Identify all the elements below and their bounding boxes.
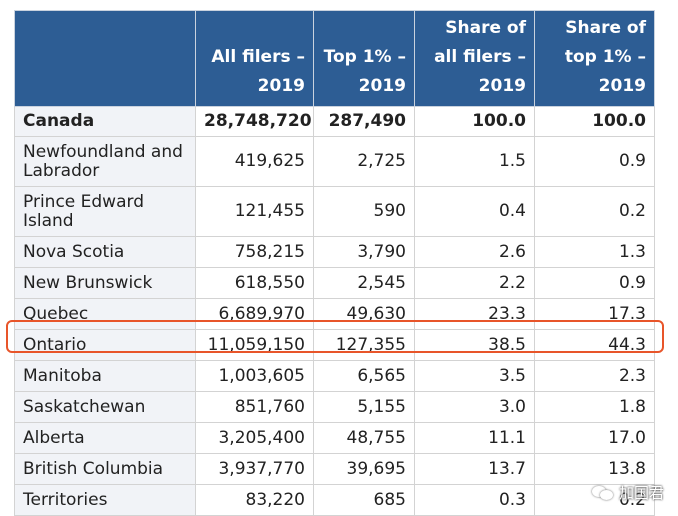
- share-top-value: 1.3: [534, 236, 655, 268]
- share-top-value: 17.3: [534, 298, 655, 330]
- header-top-1-percent: Top 1% – 2019: [313, 10, 415, 107]
- table-row: Prince Edward Island 121,455 590 0.4 0.2: [14, 186, 655, 237]
- header-blank: [14, 10, 196, 107]
- all-filers-value: 6,689,970: [195, 298, 314, 330]
- table-row: British Columbia 3,937,770 39,695 13.7 1…: [14, 453, 655, 485]
- share-top-value: 17.0: [534, 422, 655, 454]
- all-filers-value: 851,760: [195, 391, 314, 423]
- watermark: 加国君: [591, 482, 664, 503]
- top-1-percent-value: 5,155: [313, 391, 415, 423]
- share-top-value: 0.2: [534, 186, 655, 237]
- all-filers-value: 1,003,605: [195, 360, 314, 392]
- all-filers-value: 121,455: [195, 186, 314, 237]
- share-top-value: 13.8: [534, 453, 655, 485]
- share-all-value: 0.4: [414, 186, 535, 237]
- top-1-percent-value: 39,695: [313, 453, 415, 485]
- region-name: Canada: [14, 106, 196, 137]
- region-name: British Columbia: [14, 453, 196, 485]
- share-all-value: 100.0: [414, 106, 535, 137]
- table-row: Manitoba 1,003,605 6,565 3.5 2.3: [14, 360, 655, 392]
- table-row: Territories 83,220 685 0.3 0.2: [14, 484, 655, 516]
- table-row: Quebec 6,689,970 49,630 23.3 17.3: [14, 298, 655, 330]
- top-1-percent-value: 287,490: [313, 106, 415, 137]
- region-name: Saskatchewan: [14, 391, 196, 423]
- data-table-container: All filers – 2019 Top 1% – 2019 Share of…: [14, 10, 655, 516]
- share-all-value: 13.7: [414, 453, 535, 485]
- top-1-percent-value: 48,755: [313, 422, 415, 454]
- region-name: New Brunswick: [14, 267, 196, 299]
- top-1-percent-value: 127,355: [313, 329, 415, 361]
- header-share-all-filers: Share of all filers – 2019: [414, 10, 535, 107]
- top-1-percent-value: 2,725: [313, 136, 415, 187]
- share-top-value: 2.3: [534, 360, 655, 392]
- region-name: Alberta: [14, 422, 196, 454]
- share-top-value: 0.9: [534, 267, 655, 299]
- all-filers-value: 618,550: [195, 267, 314, 299]
- table-row: New Brunswick 618,550 2,545 2.2 0.9: [14, 267, 655, 299]
- all-filers-value: 3,205,400: [195, 422, 314, 454]
- all-filers-value: 419,625: [195, 136, 314, 187]
- top-1-percent-value: 685: [313, 484, 415, 516]
- share-all-value: 23.3: [414, 298, 535, 330]
- share-top-value: 100.0: [534, 106, 655, 137]
- top-1-percent-value: 3,790: [313, 236, 415, 268]
- all-filers-value: 3,937,770: [195, 453, 314, 485]
- table-row-canada: Canada 28,748,720 287,490 100.0 100.0: [14, 106, 655, 137]
- table-row: Saskatchewan 851,760 5,155 3.0 1.8: [14, 391, 655, 423]
- table-row-ontario: Ontario 11,059,150 127,355 38.5 44.3: [14, 329, 655, 361]
- all-filers-value: 11,059,150: [195, 329, 314, 361]
- table-row: Nova Scotia 758,215 3,790 2.6 1.3: [14, 236, 655, 268]
- share-all-value: 11.1: [414, 422, 535, 454]
- region-name: Territories: [14, 484, 196, 516]
- share-top-value: 44.3: [534, 329, 655, 361]
- region-name: Prince Edward Island: [14, 186, 196, 237]
- share-top-value: 1.8: [534, 391, 655, 423]
- region-name: Newfoundland and Labrador: [14, 136, 196, 187]
- share-all-value: 38.5: [414, 329, 535, 361]
- top-1-percent-value: 590: [313, 186, 415, 237]
- table-header-row: All filers – 2019 Top 1% – 2019 Share of…: [14, 10, 655, 107]
- share-all-value: 2.2: [414, 267, 535, 299]
- region-name: Quebec: [14, 298, 196, 330]
- share-top-value: 0.9: [534, 136, 655, 187]
- share-all-value: 0.3: [414, 484, 535, 516]
- share-all-value: 3.0: [414, 391, 535, 423]
- share-all-value: 3.5: [414, 360, 535, 392]
- region-name: Manitoba: [14, 360, 196, 392]
- region-name: Nova Scotia: [14, 236, 196, 268]
- watermark-text: 加国君: [618, 484, 664, 502]
- all-filers-value: 83,220: [195, 484, 314, 516]
- provincial-filers-table: All filers – 2019 Top 1% – 2019 Share of…: [14, 10, 655, 516]
- top-1-percent-value: 2,545: [313, 267, 415, 299]
- share-all-value: 1.5: [414, 136, 535, 187]
- all-filers-value: 758,215: [195, 236, 314, 268]
- table-row: Alberta 3,205,400 48,755 11.1 17.0: [14, 422, 655, 454]
- share-all-value: 2.6: [414, 236, 535, 268]
- header-all-filers: All filers – 2019: [195, 10, 314, 107]
- header-share-top-1-percent: Share of top 1% – 2019: [534, 10, 655, 107]
- top-1-percent-value: 6,565: [313, 360, 415, 392]
- all-filers-value: 28,748,720: [195, 106, 314, 137]
- region-name: Ontario: [14, 329, 196, 361]
- table-row: Newfoundland and Labrador 419,625 2,725 …: [14, 136, 655, 187]
- wechat-icon: [591, 484, 614, 502]
- top-1-percent-value: 49,630: [313, 298, 415, 330]
